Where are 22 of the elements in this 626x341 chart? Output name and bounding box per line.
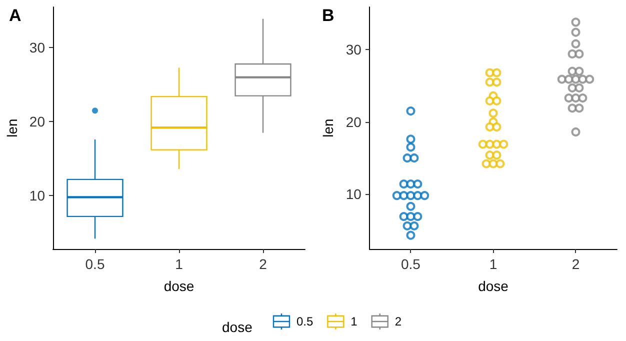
legend-title: dose xyxy=(222,319,253,335)
chart-title: B xyxy=(322,6,334,25)
x-tick-label: 1 xyxy=(175,256,184,272)
y-axis-title: len xyxy=(4,118,20,138)
x-tick-label: 2 xyxy=(572,256,580,272)
chart-title: A xyxy=(9,6,22,25)
x-tick-label: 0.5 xyxy=(400,256,421,272)
x-axis-title: dose xyxy=(164,278,194,294)
y-tick-label: 20 xyxy=(29,114,46,130)
y-tick-label: 20 xyxy=(346,114,362,130)
y-tick-label: 30 xyxy=(346,42,362,58)
x-axis-title: dose xyxy=(478,278,509,294)
x-tick-label: 0.5 xyxy=(85,256,105,272)
x-tick-label: 2 xyxy=(259,256,268,272)
legend-label: 2 xyxy=(394,314,402,328)
x-tick-label: 1 xyxy=(489,256,498,272)
legend-label: 0.5 xyxy=(296,314,314,328)
legend-label: 1 xyxy=(350,314,358,328)
y-tick-label: 10 xyxy=(346,186,362,202)
y-tick-label: 10 xyxy=(29,188,46,204)
y-axis-title: len xyxy=(320,118,336,138)
y-tick-label: 30 xyxy=(29,40,46,56)
